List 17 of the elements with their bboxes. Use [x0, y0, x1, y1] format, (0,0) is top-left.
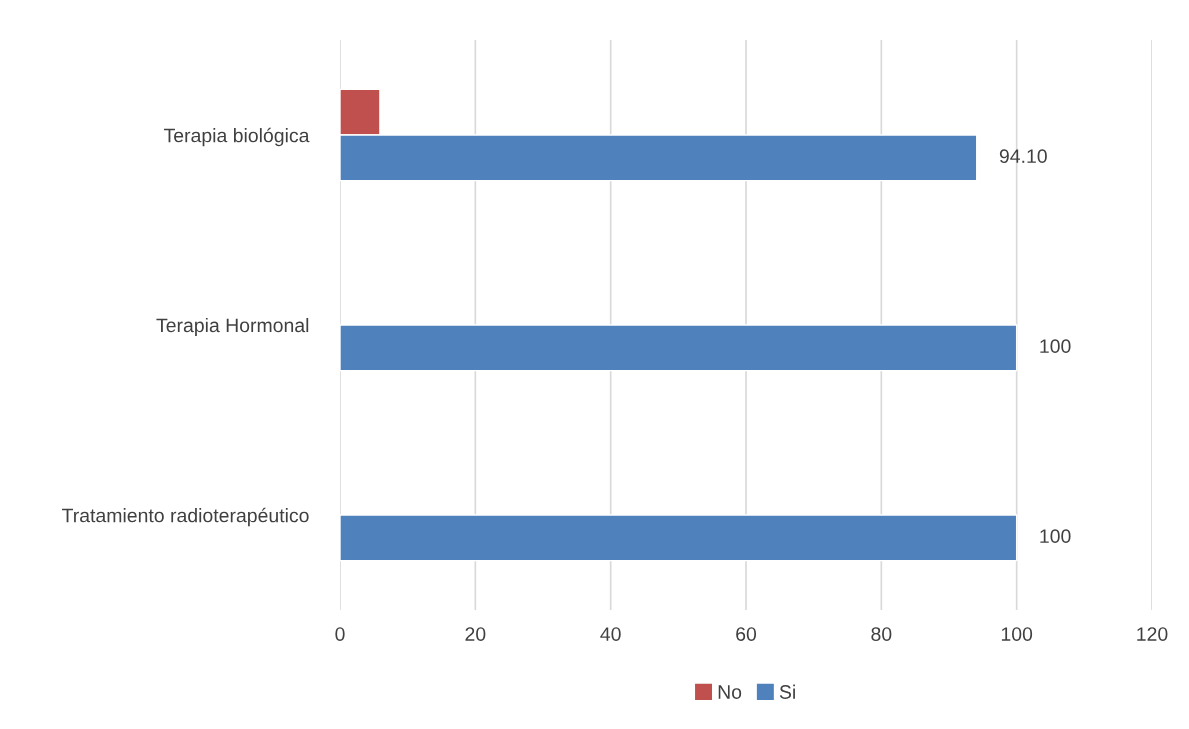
bar	[340, 324, 1018, 372]
x-tick-label: 0	[335, 627, 345, 641]
y-tick-label: Tratamiento radioterapéutico	[62, 507, 309, 527]
bar	[340, 514, 1018, 562]
x-tick-label: 80	[871, 627, 892, 641]
x-tick-label: 120	[1137, 627, 1168, 641]
x-tick-label: 60	[736, 627, 757, 641]
data-label: 100	[1040, 339, 1071, 354]
y-tick-label: Terapia biológica	[163, 127, 310, 147]
x-tick-label: 20	[465, 627, 486, 641]
legend-label: No	[718, 685, 742, 699]
data-label: 100	[1040, 529, 1071, 544]
x-tick-label: 40	[600, 627, 621, 641]
x-tick-label: 100	[1001, 627, 1033, 641]
legend-label: Si	[779, 684, 795, 699]
data-label: 94.10	[999, 149, 1047, 164]
y-tick-label: Terapia Hormonal	[156, 317, 309, 337]
